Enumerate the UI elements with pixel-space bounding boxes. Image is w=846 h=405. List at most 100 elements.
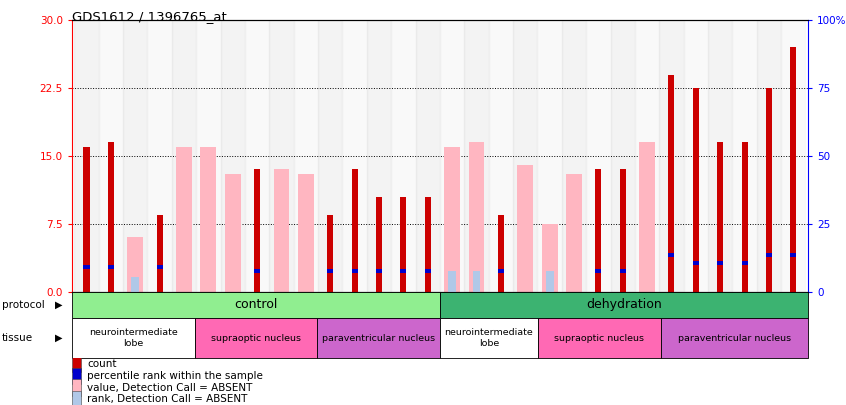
Text: count: count (87, 359, 117, 369)
Bar (517, 165, 533, 292)
Bar (741, 142, 748, 292)
Bar (596, 169, 602, 292)
Bar (400, 197, 406, 292)
Bar (684, 20, 708, 292)
Bar (619, 169, 626, 292)
Bar (254, 169, 261, 292)
Bar (489, 20, 513, 292)
Bar (352, 269, 358, 273)
Text: ▶: ▶ (55, 300, 63, 310)
Bar (201, 147, 217, 292)
Bar (400, 269, 406, 273)
Bar (196, 20, 221, 292)
Bar (668, 253, 674, 257)
Bar (367, 20, 391, 292)
Bar (562, 20, 586, 292)
Text: rank, Detection Call = ABSENT: rank, Detection Call = ABSENT (87, 394, 248, 404)
Bar (221, 20, 245, 292)
Bar (107, 142, 114, 292)
Bar (245, 20, 269, 292)
Bar (440, 318, 538, 358)
Bar (84, 147, 90, 292)
Bar (790, 253, 796, 257)
Bar (107, 265, 114, 269)
Bar (72, 292, 440, 318)
Bar (661, 318, 808, 358)
Bar (172, 20, 196, 292)
Bar (766, 253, 772, 257)
Text: protocol: protocol (2, 300, 45, 310)
Bar (376, 269, 382, 273)
Text: supraoptic nucleus: supraoptic nucleus (554, 334, 645, 343)
Bar (294, 20, 318, 292)
Bar (128, 237, 143, 292)
Bar (298, 174, 314, 292)
Bar (157, 215, 162, 292)
Bar (634, 20, 659, 292)
Bar (317, 318, 440, 358)
Bar (131, 277, 140, 292)
Text: percentile rank within the sample: percentile rank within the sample (87, 371, 263, 381)
Bar (425, 269, 431, 273)
Bar (440, 20, 464, 292)
Bar (74, 20, 99, 292)
Bar (147, 20, 172, 292)
Text: GDS1612 / 1396765_at: GDS1612 / 1396765_at (72, 10, 227, 23)
Bar (619, 269, 626, 273)
Text: tissue: tissue (2, 333, 33, 343)
Bar (84, 265, 90, 269)
Bar (766, 88, 772, 292)
Bar (537, 20, 562, 292)
Bar (659, 20, 684, 292)
Bar (611, 20, 634, 292)
Bar (72, 379, 81, 396)
Bar (596, 269, 602, 273)
Bar (343, 20, 367, 292)
Bar (538, 318, 661, 358)
Bar (717, 142, 723, 292)
Bar (668, 75, 674, 292)
Bar (391, 20, 415, 292)
Bar (781, 20, 805, 292)
Bar (464, 20, 489, 292)
Bar (586, 20, 611, 292)
Bar (376, 197, 382, 292)
Bar (513, 20, 537, 292)
Bar (72, 318, 195, 358)
Bar (473, 271, 481, 292)
Bar (693, 261, 699, 265)
Bar (225, 174, 240, 292)
Bar (444, 147, 460, 292)
Bar (72, 391, 81, 405)
Bar (440, 292, 808, 318)
Bar (708, 20, 733, 292)
Text: value, Detection Call = ABSENT: value, Detection Call = ABSENT (87, 383, 253, 392)
Bar (497, 269, 504, 273)
Bar (123, 20, 147, 292)
Bar (640, 142, 655, 292)
Text: neurointermediate
lobe: neurointermediate lobe (89, 328, 178, 348)
Bar (497, 215, 504, 292)
Text: dehydration: dehydration (586, 298, 662, 311)
Bar (541, 224, 558, 292)
Bar (733, 20, 757, 292)
Bar (566, 174, 582, 292)
Bar (717, 261, 723, 265)
Bar (72, 368, 81, 384)
Bar (546, 271, 553, 292)
Bar (352, 169, 358, 292)
Bar (157, 265, 162, 269)
Bar (448, 271, 456, 292)
Text: supraoptic nucleus: supraoptic nucleus (211, 334, 301, 343)
Text: control: control (234, 298, 277, 311)
Bar (757, 20, 781, 292)
Bar (327, 269, 333, 273)
Bar (327, 215, 333, 292)
Text: neurointermediate
lobe: neurointermediate lobe (445, 328, 533, 348)
Bar (273, 169, 289, 292)
Bar (72, 356, 81, 373)
Bar (425, 197, 431, 292)
Bar (254, 269, 261, 273)
Bar (693, 88, 699, 292)
Bar (195, 318, 317, 358)
